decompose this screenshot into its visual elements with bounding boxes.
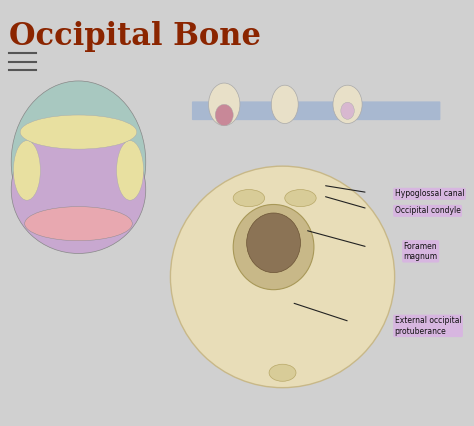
Ellipse shape xyxy=(209,83,240,126)
Ellipse shape xyxy=(13,141,40,200)
FancyBboxPatch shape xyxy=(192,101,440,120)
Ellipse shape xyxy=(215,104,233,126)
Ellipse shape xyxy=(20,115,137,149)
Text: Occipital condyle: Occipital condyle xyxy=(395,206,461,216)
Ellipse shape xyxy=(25,207,132,241)
Text: Occipital Bone: Occipital Bone xyxy=(9,21,261,52)
Text: Occipital
Bone: Occipital Bone xyxy=(50,183,98,204)
Ellipse shape xyxy=(341,102,354,119)
Ellipse shape xyxy=(271,85,298,124)
Text: Foramen
magnum: Foramen magnum xyxy=(404,242,438,261)
Text: External occipital
protuberance: External occipital protuberance xyxy=(395,316,461,336)
Ellipse shape xyxy=(171,166,395,388)
Ellipse shape xyxy=(233,190,264,207)
Ellipse shape xyxy=(117,141,144,200)
Ellipse shape xyxy=(333,85,362,124)
Ellipse shape xyxy=(11,81,146,243)
Ellipse shape xyxy=(246,213,301,273)
Ellipse shape xyxy=(233,204,314,290)
Ellipse shape xyxy=(11,126,146,253)
Ellipse shape xyxy=(285,190,316,207)
Text: Hypoglossal canal: Hypoglossal canal xyxy=(395,189,464,199)
Ellipse shape xyxy=(269,364,296,381)
